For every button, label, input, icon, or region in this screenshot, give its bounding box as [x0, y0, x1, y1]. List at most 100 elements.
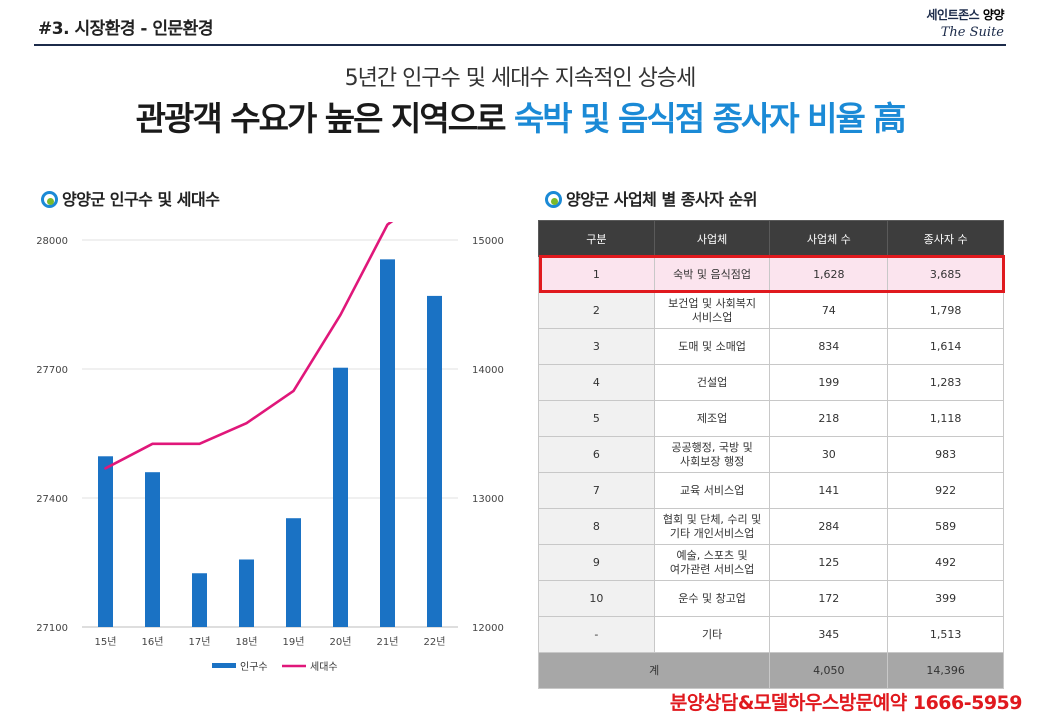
table-row: 9 예술, 스포츠 및 여가관련 서비스업 125 492 — [538, 544, 1004, 581]
bar-population — [239, 559, 254, 627]
location-pin-icon — [40, 190, 58, 208]
row-rank: 4 — [538, 364, 655, 401]
employment-ranking-table: 구분 사업체 사업체 수 종사자 수 1 숙박 및 음식점업 1,628 3,685 2… — [537, 220, 1004, 689]
bar-population — [145, 472, 160, 627]
bar-population — [380, 259, 395, 627]
row-business-count: 30 — [769, 436, 889, 473]
table-row: 3 도매 및 소매업 834 1,614 — [538, 328, 1004, 365]
table-row: - 기타 345 1,513 — [538, 616, 1004, 653]
total-worker-count: 14,396 — [887, 652, 1004, 689]
business-name-line: 여가관련 서비스업 — [669, 562, 755, 576]
headline-title: 관광객 수요가 높은 지역으로 숙박 및 음식점 종사자 비율 高 — [135, 99, 907, 138]
row-worker-count: 922 — [887, 472, 1004, 509]
header-divider — [34, 44, 1006, 46]
headline-subtitle: 5년간 인구수 및 세대수 지속적인 상승세 — [344, 66, 697, 91]
row-rank: 6 — [538, 436, 655, 473]
business-name-line: 보건업 및 사회복지 — [668, 296, 757, 310]
x-tick-label: 21년 — [377, 636, 399, 648]
business-name-line: 공공행정, 국방 및 — [671, 440, 753, 454]
chart-panel-title: 양양군 인구수 및 세대수 — [40, 186, 220, 210]
legend-label-households: 세대수 — [310, 661, 338, 673]
row-rank: 8 — [538, 508, 655, 545]
business-name-line: 숙박 및 음식점업 — [673, 267, 751, 281]
brand-logo: 세인트존스 양양 The Suite — [926, 6, 1005, 40]
row-business-count: 345 — [769, 616, 889, 653]
header-rank: 구분 — [538, 220, 655, 257]
row-business-name: 공공행정, 국방 및 사회보장 행정 — [653, 436, 771, 473]
row-worker-count: 3,685 — [887, 256, 1004, 293]
row-business-count: 284 — [769, 508, 889, 545]
table-header-row: 구분 사업체 사업체 수 종사자 수 — [538, 220, 1004, 257]
header-business: 사업체 — [653, 220, 771, 257]
header-worker-count: 종사자 수 — [887, 220, 1004, 257]
row-rank: 10 — [538, 580, 655, 617]
x-tick-label: 16년 — [142, 636, 164, 648]
business-name-line: 예술, 스포츠 및 — [676, 548, 748, 562]
business-name-line: 교육 서비스업 — [679, 483, 745, 497]
x-tick-label: 19년 — [283, 636, 305, 648]
total-label: 계 — [537, 652, 771, 689]
table-row: 5 제조업 218 1,118 — [538, 400, 1004, 437]
row-worker-count: 1,798 — [887, 292, 1004, 329]
row-business-name: 숙박 및 음식점업 — [653, 256, 771, 293]
x-tick-label: 22년 — [424, 636, 446, 648]
row-business-count: 172 — [769, 580, 889, 617]
row-rank: 3 — [538, 328, 655, 365]
y-right-tick-label: 12000 — [472, 623, 504, 634]
row-business-count: 199 — [769, 364, 889, 401]
business-name-line: 도매 및 소매업 — [678, 339, 746, 353]
location-pin-icon — [544, 190, 562, 208]
y-left-tick-label: 27400 — [36, 494, 68, 505]
row-worker-count: 492 — [887, 544, 1004, 581]
row-business-count: 74 — [769, 292, 889, 329]
row-business-name: 건설업 — [653, 364, 771, 401]
row-business-name: 제조업 — [653, 400, 771, 437]
legend-swatch-population — [212, 663, 236, 668]
header-business-count: 사업체 수 — [769, 220, 889, 257]
x-tick-label: 18년 — [236, 636, 258, 648]
y-left-tick-label: 27100 — [36, 623, 68, 634]
row-worker-count: 1,283 — [887, 364, 1004, 401]
line-households — [104, 222, 394, 470]
row-worker-count: 1,614 — [887, 328, 1004, 365]
page-header: #3. 시장환경 - 인문환경 세인트존스 양양 The Suite — [0, 0, 1040, 48]
contact-banner: 분양상담&모델하우스방문예약 1666-5959 — [669, 692, 1023, 714]
bar-population — [98, 456, 113, 627]
headline-accent: 숙박 및 음식점 종사자 비율 高 — [513, 99, 906, 138]
brand-name: 세인트존스 양양 — [926, 8, 1005, 22]
row-worker-count: 589 — [887, 508, 1004, 545]
table-row: 2 보건업 및 사회복지 서비스업 74 1,798 — [538, 292, 1004, 329]
table-row: 7 교육 서비스업 141 922 — [538, 472, 1004, 509]
x-tick-label: 17년 — [189, 636, 211, 648]
business-name-line: 제조업 — [696, 411, 728, 425]
business-name-line: 협회 및 단체, 수리 및 — [662, 512, 762, 526]
row-worker-count: 1,118 — [887, 400, 1004, 437]
table-row: 8 협회 및 단체, 수리 및 기타 개인서비스업 284 589 — [538, 508, 1004, 545]
population-chart: 28000 27700 27400 27100 15000 14000 13000 12000… — [36, 222, 504, 673]
business-name-line: 운수 및 창고업 — [678, 591, 746, 605]
business-name-line: 기타 개인서비스업 — [669, 526, 755, 540]
bar-population — [286, 518, 301, 627]
row-rank: - — [538, 616, 655, 653]
row-rank: 5 — [538, 400, 655, 437]
y-right-tick-label: 13000 — [472, 494, 504, 505]
y-right-tick-label: 14000 — [472, 365, 504, 376]
business-name-line: 건설업 — [696, 375, 728, 389]
table-row: 1 숙박 및 음식점업 1,628 3,685 — [538, 256, 1004, 293]
y-right-tick-label: 15000 — [472, 236, 504, 247]
total-business-count: 4,050 — [769, 652, 889, 689]
table-panel-title: 양양군 사업체 별 종사자 순위 — [544, 186, 757, 210]
y-left-tick-label: 27700 — [36, 365, 68, 376]
table-row: 6 공공행정, 국방 및 사회보장 행정 30 983 — [538, 436, 1004, 473]
row-business-name: 예술, 스포츠 및 여가관련 서비스업 — [653, 544, 771, 581]
business-name-line: 서비스업 — [691, 310, 733, 324]
x-tick-label: 20년 — [330, 636, 352, 648]
row-business-name: 교육 서비스업 — [653, 472, 771, 509]
y-left-tick-label: 28000 — [36, 236, 68, 247]
row-business-name: 보건업 및 사회복지 서비스업 — [653, 292, 771, 329]
row-rank: 1 — [538, 256, 655, 293]
row-rank: 2 — [538, 292, 655, 329]
bar-population — [333, 367, 348, 627]
row-business-name: 도매 및 소매업 — [653, 328, 771, 365]
row-business-name: 기타 — [653, 616, 771, 653]
